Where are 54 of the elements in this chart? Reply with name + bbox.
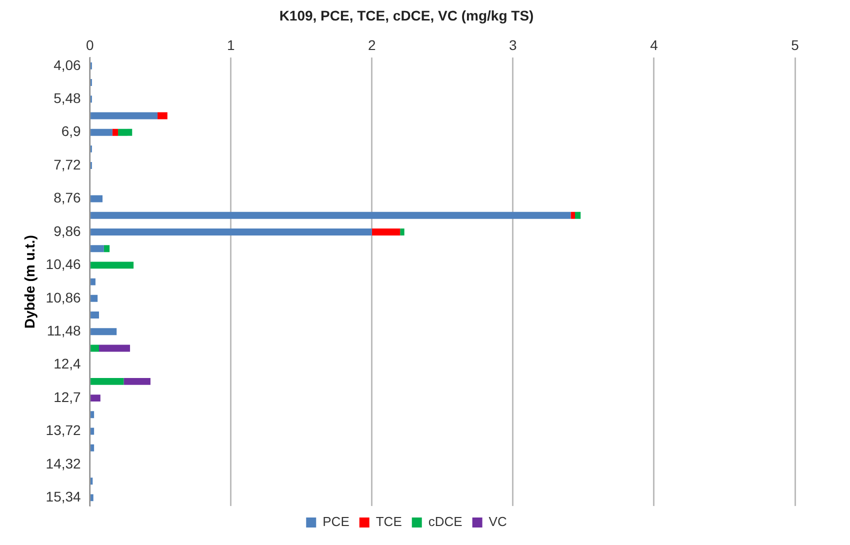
bar: [118, 128, 132, 136]
bar: [90, 195, 103, 202]
bar: [574, 212, 581, 219]
bar: [90, 394, 100, 402]
legend-label: PCE: [322, 514, 350, 530]
bar: [124, 378, 150, 385]
x-tick-label: 4: [650, 37, 658, 54]
bar: [90, 411, 94, 418]
x-tick-label: 3: [509, 37, 518, 54]
bar: [90, 378, 124, 385]
legend-label: VC: [488, 514, 507, 530]
y-tick-label: 9,86: [54, 222, 82, 239]
bar: [90, 344, 99, 352]
bar: [90, 128, 112, 136]
y-tick-label: 10,86: [46, 289, 82, 306]
y-tick-label: 7,72: [54, 156, 82, 172]
y-tick-label: 4,06: [54, 56, 82, 73]
bar: [90, 328, 117, 336]
bar: [90, 294, 98, 302]
y-tick-label: 11,48: [46, 322, 82, 338]
bar: [90, 428, 94, 435]
legend-label: cDCE: [428, 514, 463, 530]
legend-label: TCE: [376, 514, 402, 530]
bar: [400, 228, 404, 236]
y-tick-label: 5,48: [54, 90, 82, 106]
bar: [90, 262, 134, 269]
y-axis-title: Dybde (m u.t.): [21, 235, 38, 328]
y-tick-label: 6,9: [61, 123, 82, 140]
bar: [90, 245, 104, 252]
x-tick-label: 5: [791, 37, 800, 54]
bar: [372, 228, 400, 236]
x-tick-label: 2: [368, 37, 376, 54]
y-tick-label: 12,4: [54, 356, 82, 372]
y-tick-label: 14,32: [46, 455, 82, 472]
y-tick-label: 12,7: [54, 388, 82, 405]
y-tick-label: 15,34: [46, 488, 82, 505]
bar: [112, 128, 118, 136]
x-tick-label: 1: [226, 37, 235, 54]
bar: [90, 494, 94, 502]
y-tick-label: 13,72: [46, 422, 82, 438]
chart-title: K109, PCE, TCE, cDCE, VC (mg/kg TS): [279, 7, 534, 24]
y-tick-label: 10,46: [46, 256, 82, 272]
bar: [570, 212, 575, 219]
bar: [90, 112, 158, 120]
x-tick-label: 0: [86, 37, 94, 54]
y-tick-label: 8,76: [54, 190, 82, 206]
bar: [90, 444, 94, 452]
bar: [90, 278, 96, 286]
bar: [90, 212, 571, 219]
bar: [158, 112, 168, 120]
bar: [90, 228, 372, 236]
bar: [99, 344, 130, 352]
bar: [104, 245, 110, 252]
bar: [90, 312, 99, 319]
